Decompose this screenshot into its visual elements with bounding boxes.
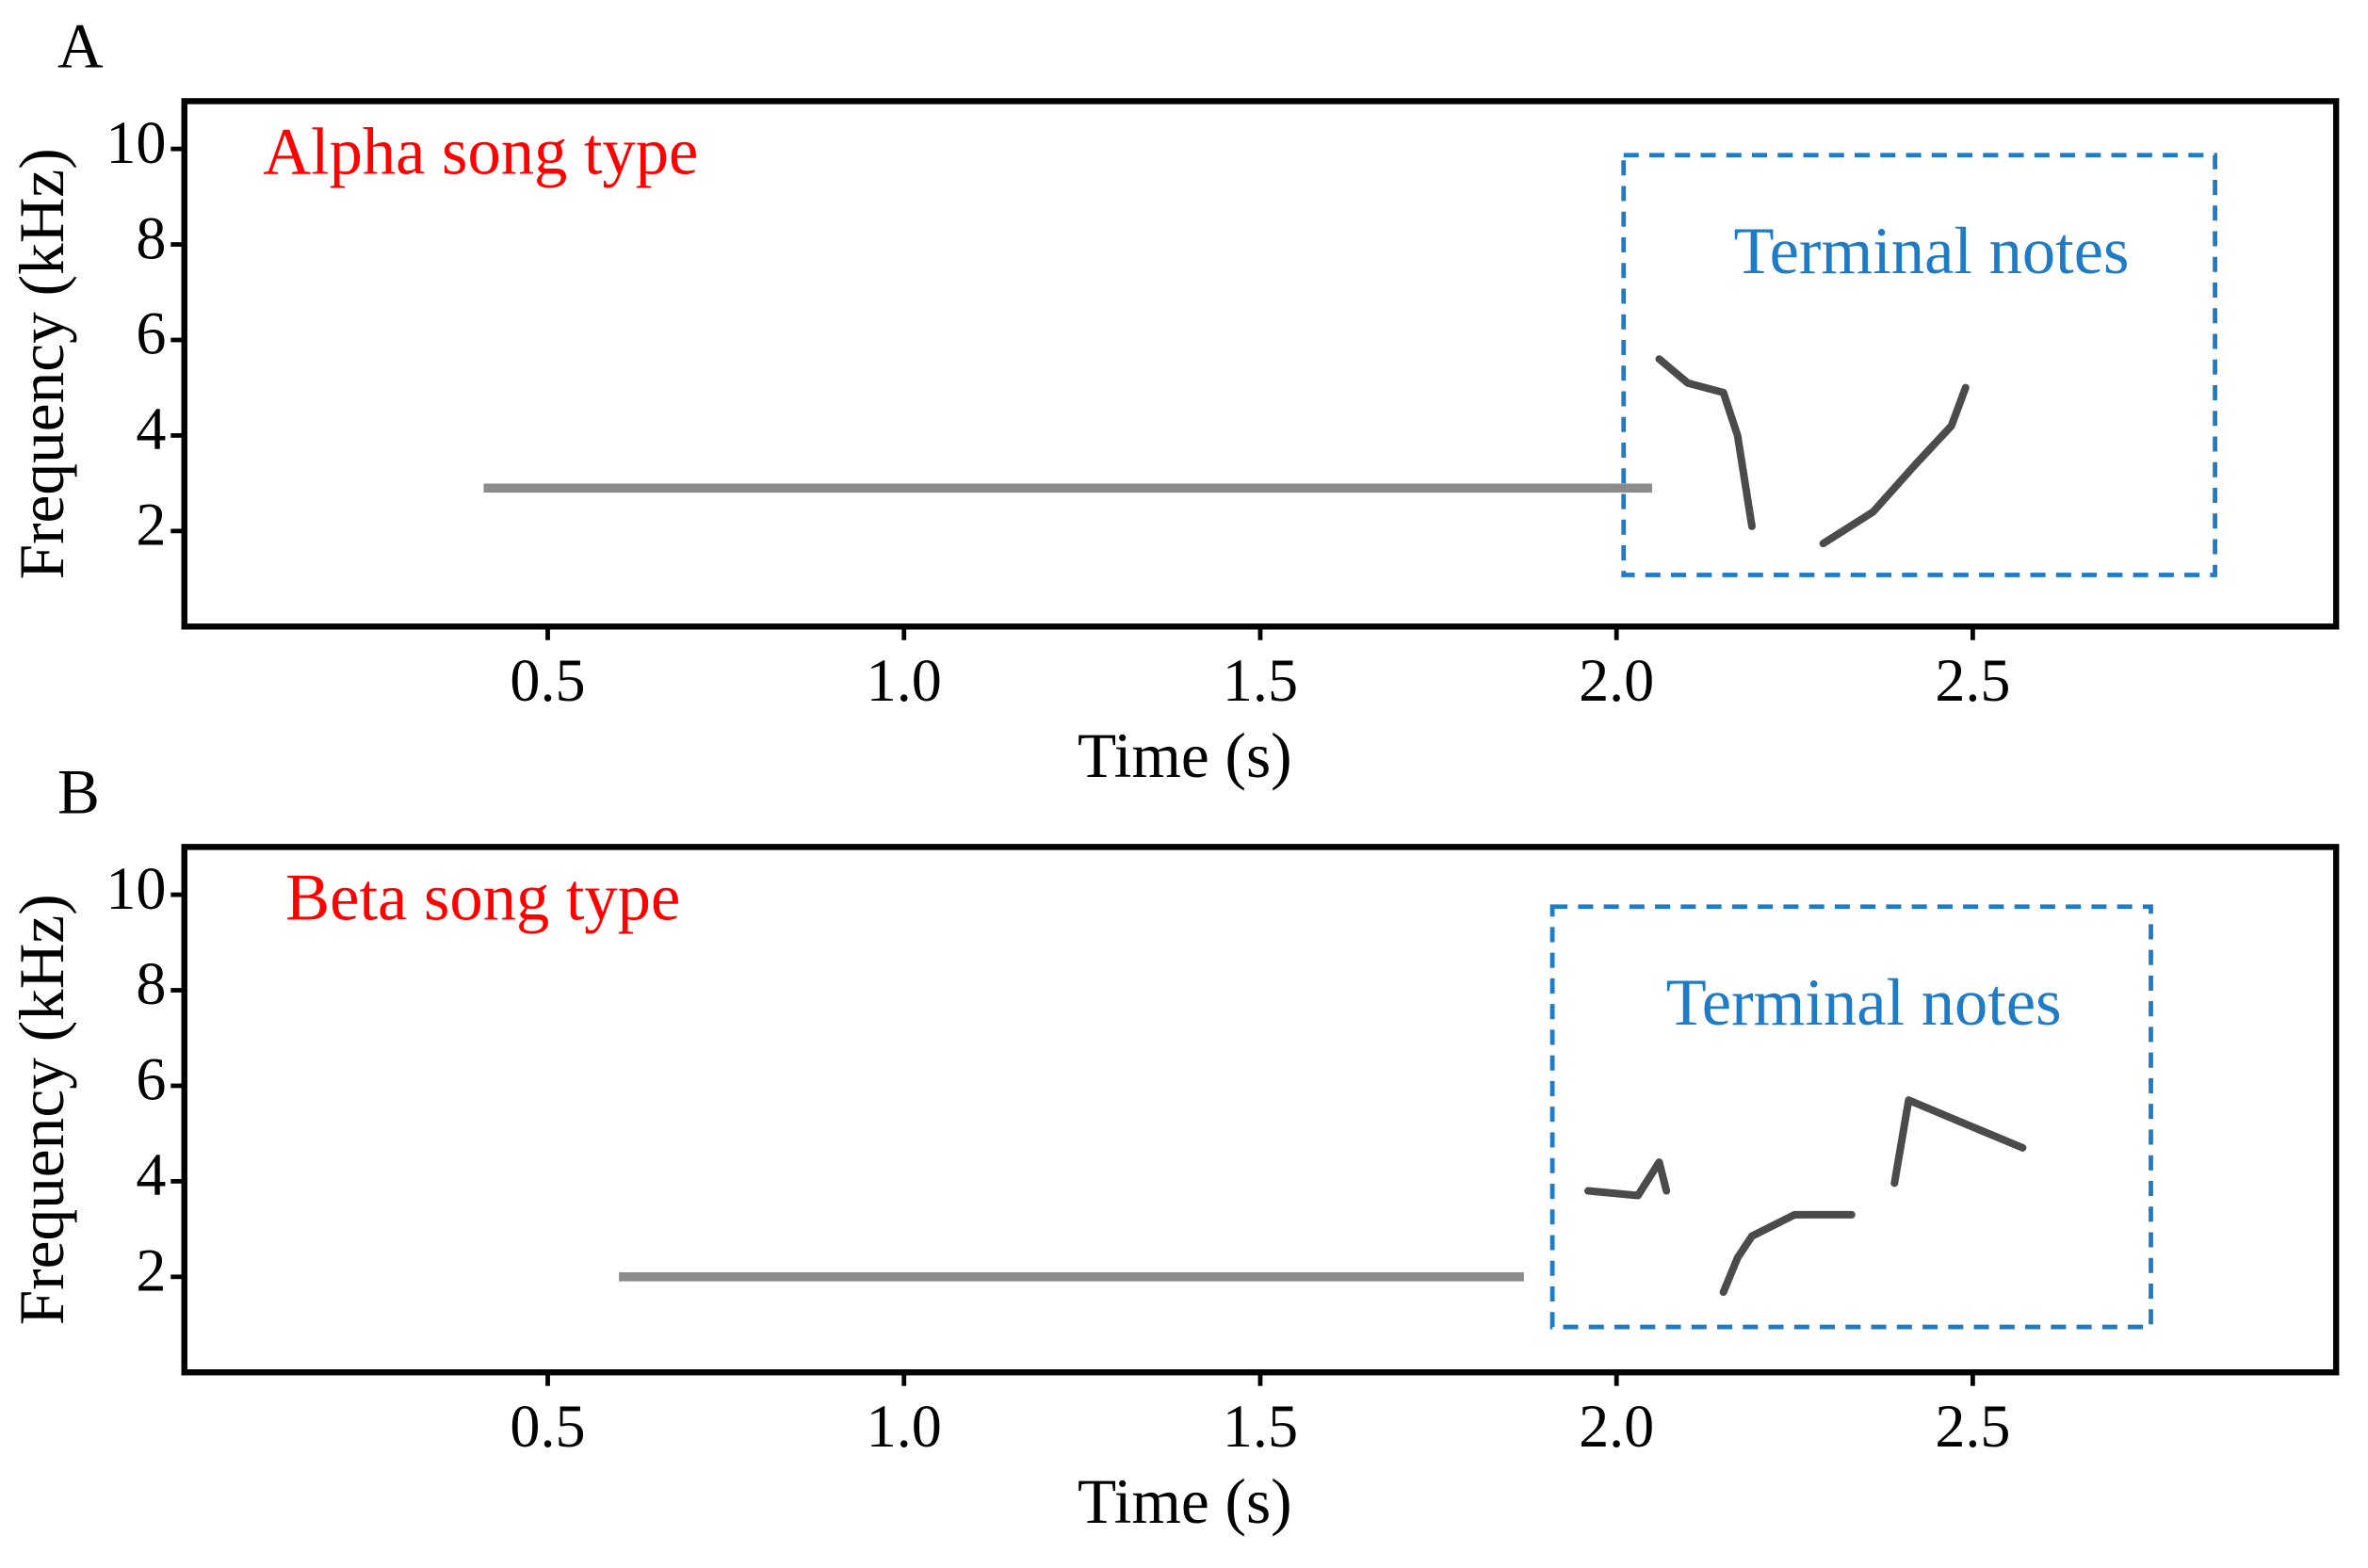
region-label: Terminal notes xyxy=(1666,966,2062,1040)
terminal-region xyxy=(1549,904,2153,1330)
y-tick-label: 2 xyxy=(136,492,166,558)
x-tick-label: 1.0 xyxy=(867,1393,942,1460)
x-axis-title: Time (s) xyxy=(1078,1466,1292,1537)
x-tick-label: 0.5 xyxy=(510,1393,585,1460)
x-axis-title: Time (s) xyxy=(1078,720,1292,791)
plot-frame xyxy=(181,98,2340,630)
panel-title: Alpha song type xyxy=(263,116,698,189)
y-axis-title: Frequency (kHz) xyxy=(7,894,77,1325)
y-tick-label: 2 xyxy=(136,1237,166,1304)
panel-label: A xyxy=(57,11,104,82)
y-tick-label: 10 xyxy=(105,855,166,922)
y-axis-title: Frequency (kHz) xyxy=(7,148,77,579)
x-tick-label: 1.5 xyxy=(1223,1393,1298,1460)
x-tick-label: 2.0 xyxy=(1579,1393,1654,1460)
y-tick-label: 8 xyxy=(136,950,166,1017)
y-tick-label: 6 xyxy=(136,1046,166,1113)
x-tick-label: 2.5 xyxy=(1935,1393,2010,1460)
terminal-region xyxy=(1621,153,2217,577)
note-trace xyxy=(1655,355,1756,530)
x-tick-label: 2.0 xyxy=(1579,647,1654,714)
x-tick-label: 1.0 xyxy=(867,647,942,714)
region-label: Terminal notes xyxy=(1733,215,2129,288)
note-trace xyxy=(1719,1210,1856,1297)
y-tick-label: 4 xyxy=(136,396,166,462)
x-tick-label: 0.5 xyxy=(510,647,585,714)
panel-label: B xyxy=(57,757,100,828)
y-tick-label: 8 xyxy=(136,204,166,271)
x-tick-label: 2.5 xyxy=(1935,647,2010,714)
y-tick-label: 6 xyxy=(136,300,166,367)
panel-title: Beta song type xyxy=(285,861,680,934)
note-trace xyxy=(1583,1158,1671,1200)
x-tick-label: 1.5 xyxy=(1223,647,1298,714)
y-tick-label: 10 xyxy=(105,109,166,176)
note-trace xyxy=(1890,1096,2027,1188)
note-trace xyxy=(1819,383,1970,548)
y-tick-label: 4 xyxy=(136,1141,166,1208)
plot-frame xyxy=(181,844,2340,1376)
